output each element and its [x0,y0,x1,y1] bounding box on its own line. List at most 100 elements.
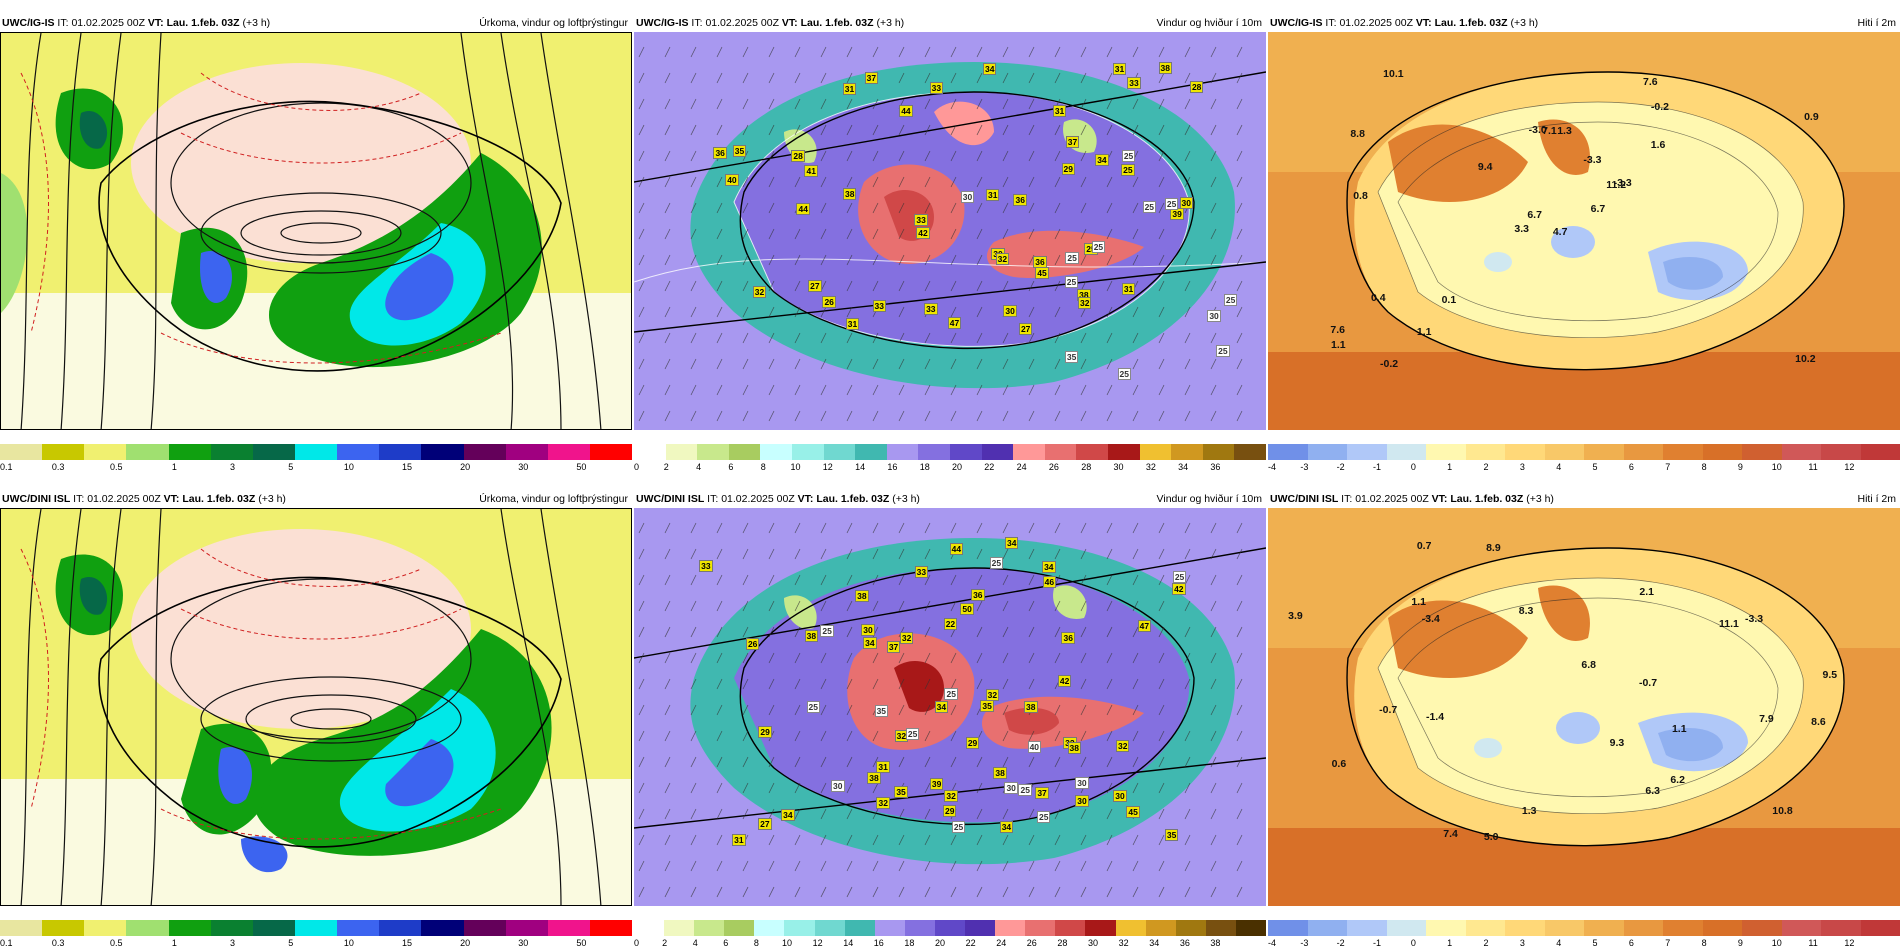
colorbar-tick-label: 16 [873,938,884,948]
gust-label: 34 [781,808,795,821]
mean-wind-label: 40 [1027,740,1042,753]
temperature-label: 3.3 [1514,222,1529,235]
precip-map[interactable] [0,508,632,906]
temperature-label: 1.1 [1331,339,1346,352]
colorbar-tick-label: 5 [1592,938,1598,948]
colorbar-tick-label: 3 [230,462,236,472]
temp-map[interactable]: 8.6 6.3 11.1 8.3 1.1 7.4 6.8 10.8 9.5 -0.7 3.9 0.7 0… [1268,508,1900,906]
colorbar-swatch [1465,444,1505,460]
colorbar-tick-label: 10 [343,462,354,472]
colorbar-swatch [589,920,633,936]
gust-label: 36 [971,588,985,601]
temperature-label: 8.3 [1518,605,1534,618]
gust-label: 33 [699,559,713,572]
colorbar-swatch [1702,444,1742,460]
colorbar-swatch [1505,920,1545,936]
temperature-label: -0.2 [1650,100,1669,113]
mean-wind-label: 30 [960,190,975,203]
temperature-label: 8.9 [1486,541,1501,554]
it-label: IT: [707,493,719,505]
valid-time: Lau. 1.feb. 03Z [166,17,240,29]
lead-time: (+3 h) [876,17,905,29]
temperature-label: 1.6 [1650,139,1666,152]
panel-bottom-wind: UWC/DINI ISL IT: 01.02.2025 00Z VT: Lau.… [634,490,1266,950]
init-time: 01.02.2025 00Z [1339,17,1413,29]
panel-header: UWC/IG-IS IT: 01.02.2025 00Z VT: Lau. 1.… [1268,14,1900,32]
colorbar-tick-label: 0 [634,462,640,472]
mean-wind-label: 25 [1142,201,1157,214]
temperature-label: 9.5 [1822,668,1838,681]
colorbar-tick-label: 34 [1178,462,1189,472]
temperature-label: -0.7 [1638,676,1658,689]
vt-label: VT: [147,17,164,29]
colorbar-tick-label: 1 [1447,462,1453,472]
colorbar-swatch [904,920,935,936]
temperature-label: -0.2 [1380,357,1399,370]
colorbar-swatch [1025,920,1056,936]
panel-top-precip: UWC/IG-IS IT: 01.02.2025 00Z VT: Lau. 1.… [0,14,633,474]
model-name: UWC/DINI ISL [1270,493,1339,505]
colorbar-tick-label: 5 [1592,462,1598,472]
wind-map[interactable]: 2732322933343034303835343544373032293442… [634,508,1266,906]
colorbar-swatch [252,920,295,936]
colorbar-tick-label: -2 [1336,462,1345,472]
wind-map[interactable]: 2731272834303938422632363330293140332525… [634,32,1266,430]
colorbar-swatch [1781,920,1821,936]
gust-label: 31 [1112,63,1127,76]
colorbar-strip [634,920,1266,936]
gust-label: 25 [1121,164,1135,177]
temperature-label: -3.3 [1613,176,1632,189]
gust-label: 26 [745,637,760,650]
colorbar-tick-label: 1 [171,938,177,948]
colorbar-swatch [1307,444,1347,460]
colorbar-swatch [168,920,211,936]
gust-label: 47 [947,317,962,330]
colorbar-tick-label: 0.5 [110,462,123,472]
temperature-label: 6.8 [1581,659,1596,672]
gust-label: 36 [1033,256,1047,269]
colorbar-tick-label: 8 [753,938,759,948]
gust-label: 33 [914,566,929,579]
mean-wind-label: 25 [989,557,1004,570]
temperature-label: -1.4 [1425,710,1445,723]
gust-label: 34 [1095,153,1109,166]
gust-label: 38 [804,629,819,642]
colorbar-tick-label: 30 [518,462,529,472]
colorbar-swatch [42,444,85,460]
colorbar-swatch [874,920,905,936]
gust-label: 32 [876,797,890,810]
colorbar-tick-label: 18 [904,938,915,948]
colorbar-tick-label: -4 [1268,938,1277,948]
colorbar-strip [1268,920,1900,936]
mean-wind-label: 30 [1004,782,1018,795]
colorbar-swatch [42,920,85,936]
colorbar-swatch [694,920,725,936]
colorbar-tick-label: 11 [1808,462,1818,472]
colorbar-swatch [1013,444,1045,460]
valid-time: Lau. 1.feb. 03Z [1434,17,1508,29]
gust-label: 34 [1042,561,1056,574]
colorbar-swatch [547,920,590,936]
colorbar-tick-label: 0.1 [0,938,13,948]
colorbar-swatch [814,920,845,936]
gust-label: 35 [732,144,747,157]
colorbar-tick-label: 4 [1556,938,1562,948]
temperature-label: 1.1 [1416,326,1432,339]
vt-label: VT: [797,493,814,505]
temperature-label: 8.8 [1350,127,1365,140]
mean-wind-label: 25 [1018,783,1032,796]
colorbar-tick-label: 12 [812,938,823,948]
panel-top-wind: UWC/IG-IS IT: 01.02.2025 00Z VT: Lau. 1.… [634,14,1266,474]
it-label: IT: [1325,17,1337,29]
gust-label: 36 [713,146,727,159]
colorbar-tick-label: 10 [343,938,354,948]
colorbar-swatch [379,444,422,460]
gust-label: 46 [1042,576,1057,589]
mean-wind-label: 35 [1064,350,1079,363]
colorbar-tick-label: 4 [692,938,698,948]
precip-map[interactable] [0,32,632,430]
gust-label: 28 [1189,80,1204,93]
temp-map[interactable]: 4.7 8.8 6.7 7.6 11.2 0.1 7.6 1.3 -0.2 6.7 10.1 10.2… [1268,32,1900,430]
colorbar: -4 -3 -2 -1 0 1 2 3 4 5 6 7 8 9 10 11 12 [1268,906,1900,950]
mean-wind-label: 25 [1064,276,1079,289]
